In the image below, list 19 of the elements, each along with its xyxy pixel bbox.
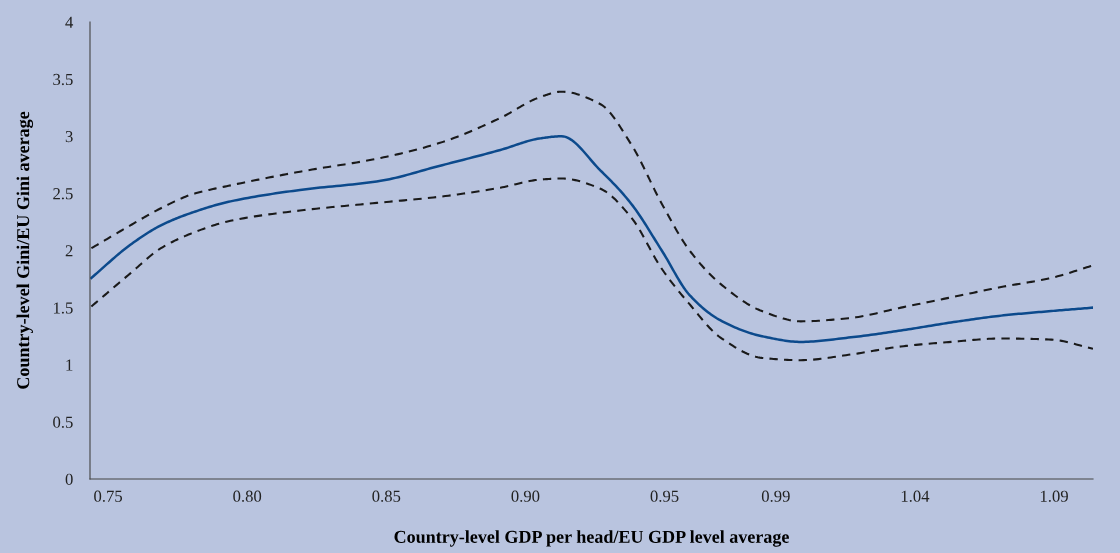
x-tick-label: 0.90 bbox=[511, 490, 540, 502]
y-tick-label: 1.5 bbox=[53, 302, 73, 314]
y-tick-label: 2 bbox=[65, 245, 73, 257]
y-tick-label: 3.5 bbox=[53, 73, 73, 86]
y-tick-label: 2.5 bbox=[53, 188, 73, 200]
x-tick-label: 0.95 bbox=[650, 490, 679, 502]
x-tick-label: 0.80 bbox=[233, 490, 262, 502]
y-axis-title: Country-level Gini/EU Gini average bbox=[16, 111, 34, 389]
y-tick-label: 3 bbox=[65, 131, 73, 143]
x-tick-label: 0.75 bbox=[94, 490, 123, 502]
y-tick-label: 4 bbox=[65, 16, 74, 28]
x-tick-label: 1.04 bbox=[901, 490, 930, 502]
x-axis-title: Country-level GDP per head/EU GDP level average bbox=[394, 530, 789, 547]
y-tick-label: 1 bbox=[66, 359, 73, 371]
y-tick-label: 0.5 bbox=[53, 416, 73, 428]
x-tick-label: 0.85 bbox=[372, 490, 401, 502]
x-tick-label: 1.09 bbox=[1040, 490, 1068, 502]
x-tick-label: 0.99 bbox=[761, 490, 790, 502]
y-tick-label: 0 bbox=[65, 473, 73, 485]
